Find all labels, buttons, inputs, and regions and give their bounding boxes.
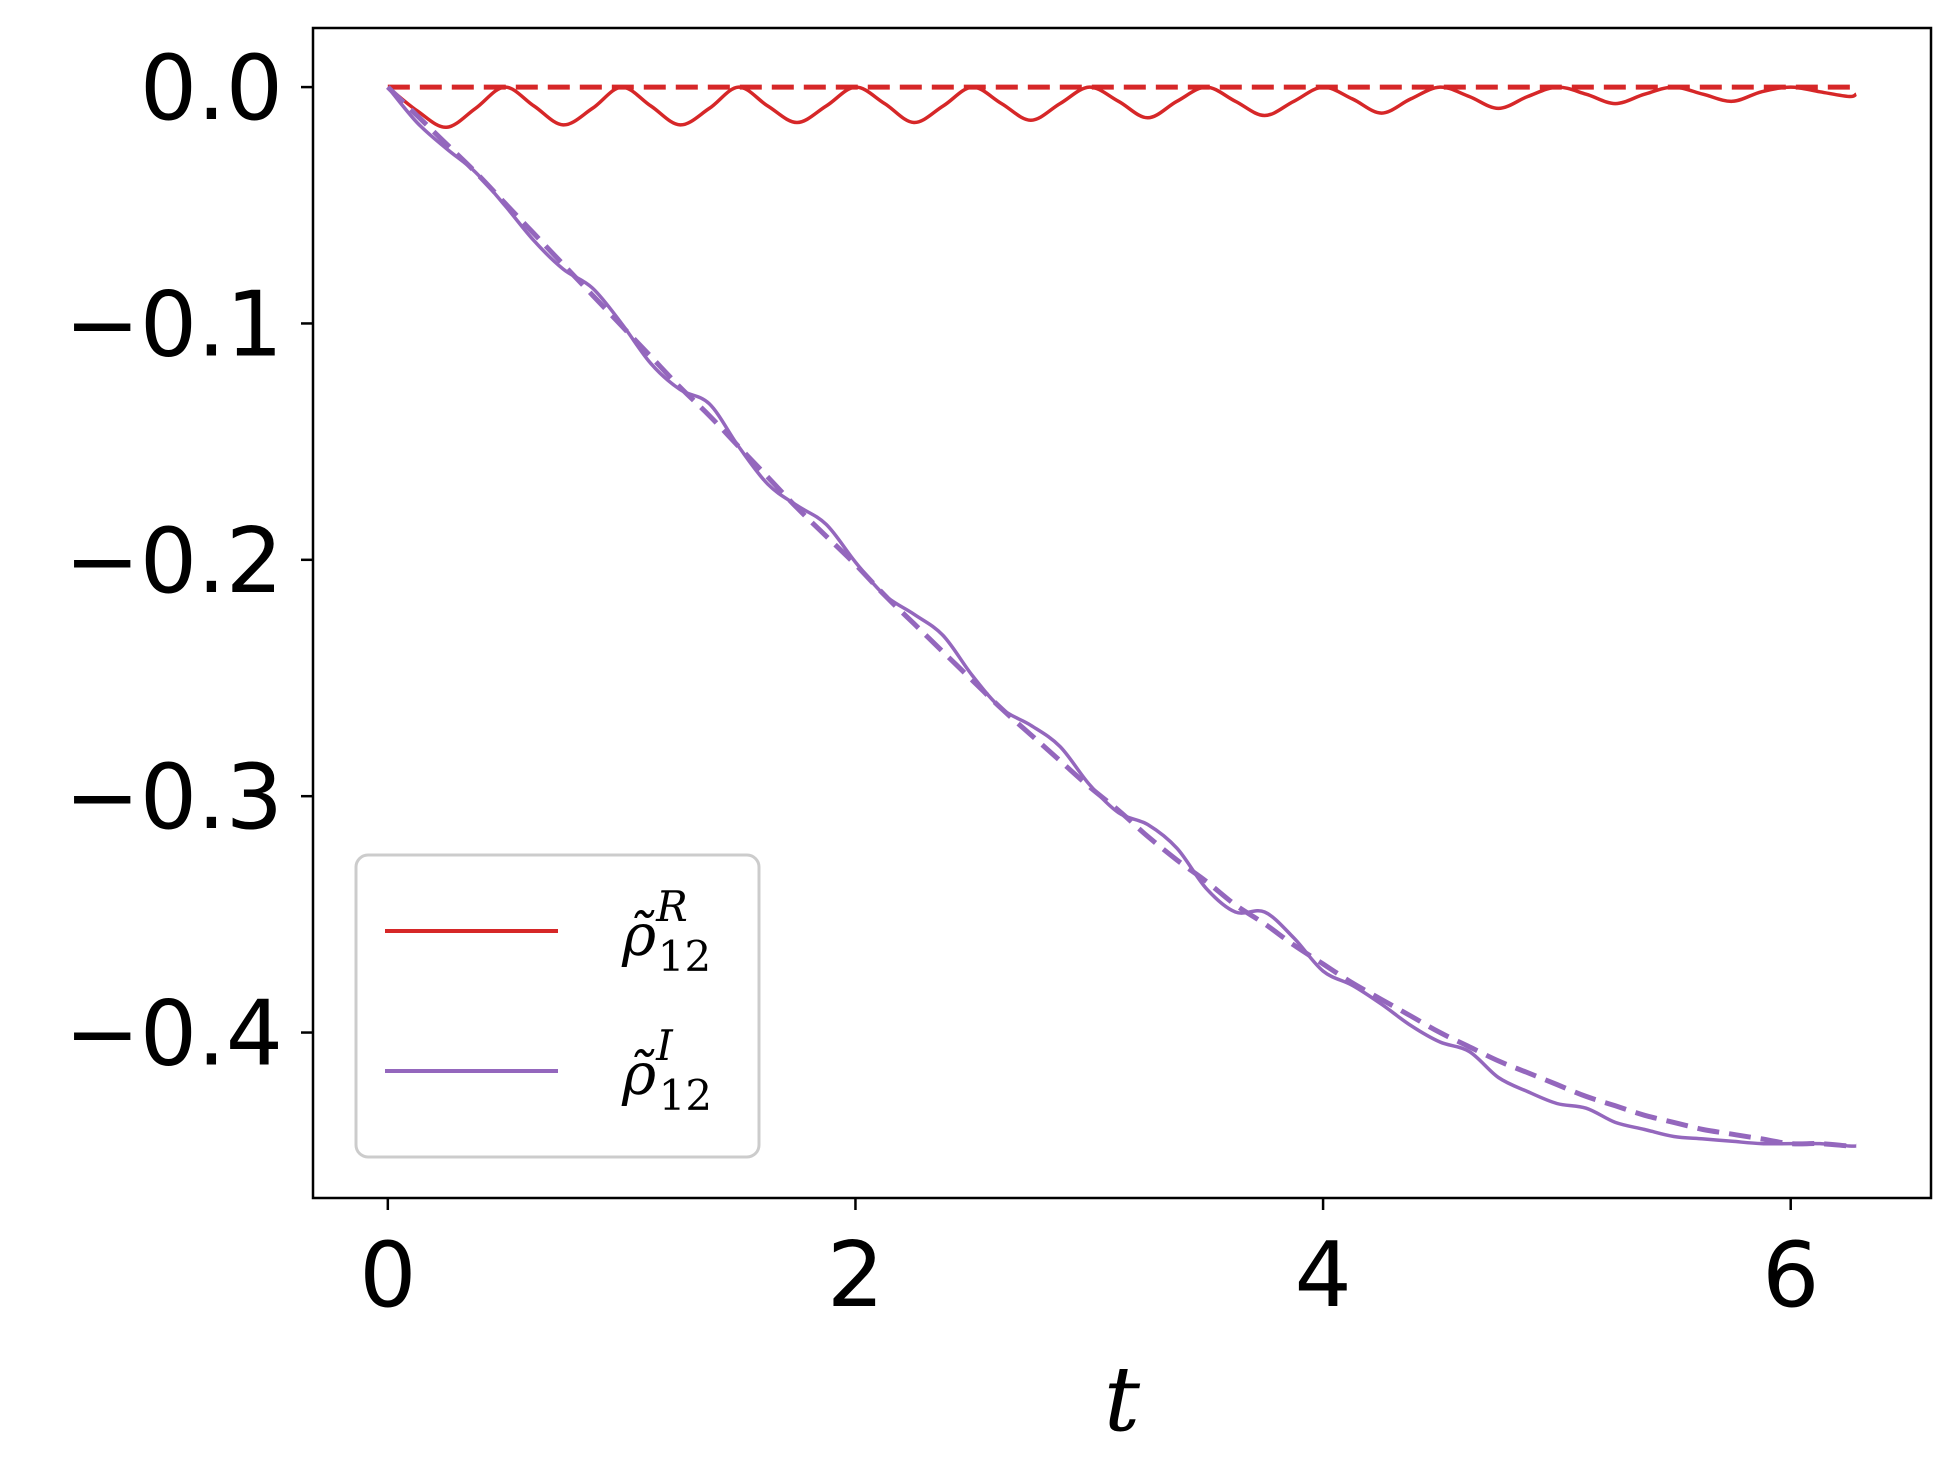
legend-sup-rho-i: I <box>655 1021 674 1070</box>
y-tick-label: −0.2 <box>64 509 283 614</box>
y-tick-label: −0.1 <box>64 272 283 377</box>
legend-sub-rho-r: 12 <box>658 932 711 981</box>
y-tick-label: −0.3 <box>64 745 283 850</box>
legend-sub-rho-i: 12 <box>659 1071 712 1120</box>
x-tick-label: 6 <box>1762 1223 1819 1328</box>
x-tick-label: 0 <box>359 1223 416 1328</box>
y-tick-label: −0.4 <box>64 982 283 1087</box>
legend-symbol-rho-r: ρ̃ <box>621 901 656 969</box>
x-tick-label: 2 <box>827 1223 884 1328</box>
legend-sup-rho-r: R <box>655 882 688 931</box>
x-tick-label: 4 <box>1294 1223 1351 1328</box>
legend: ρ̃R 12 ρ̃I 12 <box>356 855 759 1157</box>
legend-symbol-rho-i: ρ̃ <box>621 1040 656 1108</box>
x-axis-title: t <box>1104 1347 1141 1452</box>
y-tick-label: 0.0 <box>140 36 283 141</box>
